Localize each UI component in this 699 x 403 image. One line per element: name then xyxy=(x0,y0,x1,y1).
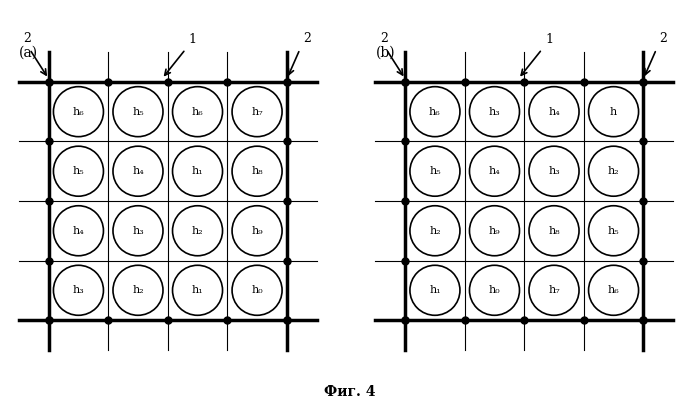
Circle shape xyxy=(470,265,519,315)
Circle shape xyxy=(589,265,639,315)
Circle shape xyxy=(113,206,163,256)
Text: 2: 2 xyxy=(659,32,668,45)
Text: 2: 2 xyxy=(24,32,31,45)
Text: h₄: h₄ xyxy=(489,166,500,176)
Circle shape xyxy=(589,146,639,196)
Text: h₆: h₆ xyxy=(73,107,85,116)
Circle shape xyxy=(113,146,163,196)
Text: 1: 1 xyxy=(189,33,196,46)
Text: h₇: h₇ xyxy=(548,285,560,295)
Circle shape xyxy=(410,146,460,196)
Text: h₆: h₆ xyxy=(607,285,619,295)
Circle shape xyxy=(173,146,222,196)
Text: h₄: h₄ xyxy=(73,226,85,236)
Text: h₂: h₂ xyxy=(429,226,441,236)
Circle shape xyxy=(53,206,103,256)
Circle shape xyxy=(410,206,460,256)
Text: 2: 2 xyxy=(380,32,388,45)
Circle shape xyxy=(410,265,460,315)
Text: h₅: h₅ xyxy=(607,226,619,236)
Circle shape xyxy=(529,265,579,315)
Text: h₆: h₆ xyxy=(192,107,203,116)
Text: (a): (a) xyxy=(19,46,38,60)
Text: h₅: h₅ xyxy=(429,166,441,176)
Text: 1: 1 xyxy=(545,33,553,46)
Circle shape xyxy=(113,87,163,137)
Text: h₂: h₂ xyxy=(607,166,619,176)
Text: h₄: h₄ xyxy=(548,107,560,116)
Circle shape xyxy=(232,265,282,315)
Circle shape xyxy=(53,87,103,137)
Circle shape xyxy=(470,87,519,137)
Text: h₃: h₃ xyxy=(548,166,560,176)
Circle shape xyxy=(232,87,282,137)
Text: h₅: h₅ xyxy=(132,107,144,116)
Circle shape xyxy=(113,265,163,315)
Circle shape xyxy=(529,146,579,196)
Text: h₅: h₅ xyxy=(73,166,85,176)
Circle shape xyxy=(53,265,103,315)
Circle shape xyxy=(173,265,222,315)
Circle shape xyxy=(470,146,519,196)
Text: h₁: h₁ xyxy=(192,285,203,295)
Text: h₀: h₀ xyxy=(251,285,263,295)
Text: h: h xyxy=(610,107,617,116)
Text: h₇: h₇ xyxy=(251,107,263,116)
Circle shape xyxy=(232,206,282,256)
Text: h₃: h₃ xyxy=(489,107,500,116)
Text: h₉: h₉ xyxy=(251,226,263,236)
Text: h₂: h₂ xyxy=(132,285,144,295)
Circle shape xyxy=(173,87,222,137)
Text: h₉: h₉ xyxy=(489,226,500,236)
Text: h₃: h₃ xyxy=(73,285,85,295)
Text: h₃: h₃ xyxy=(132,226,144,236)
Text: h₈: h₈ xyxy=(251,166,263,176)
Circle shape xyxy=(232,146,282,196)
Circle shape xyxy=(53,146,103,196)
Text: h₆: h₆ xyxy=(429,107,441,116)
Circle shape xyxy=(589,87,639,137)
Text: Фиг. 4: Фиг. 4 xyxy=(324,385,375,399)
Circle shape xyxy=(529,87,579,137)
Text: (b): (b) xyxy=(375,46,395,60)
Circle shape xyxy=(529,206,579,256)
Text: h₈: h₈ xyxy=(548,226,560,236)
Circle shape xyxy=(410,87,460,137)
Circle shape xyxy=(470,206,519,256)
Text: h₁: h₁ xyxy=(429,285,441,295)
Text: h₀: h₀ xyxy=(489,285,500,295)
Circle shape xyxy=(589,206,639,256)
Text: h₂: h₂ xyxy=(192,226,203,236)
Text: h₄: h₄ xyxy=(132,166,144,176)
Text: 2: 2 xyxy=(303,32,311,45)
Circle shape xyxy=(173,206,222,256)
Text: h₁: h₁ xyxy=(192,166,203,176)
